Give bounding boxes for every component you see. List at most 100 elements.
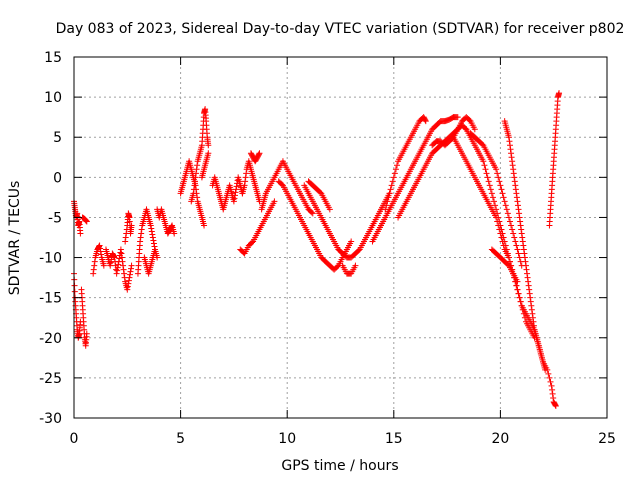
data-point: [499, 230, 506, 237]
data-point: [91, 258, 98, 265]
data-point: [509, 162, 516, 169]
data-point: [193, 170, 200, 177]
data-point: [111, 254, 118, 261]
data-point: [525, 278, 532, 285]
y-tick-label: 5: [53, 130, 62, 146]
data-point: [243, 170, 250, 177]
data-point: [422, 118, 429, 125]
axis-ticks: 0 5 10 15 20 25 -30 -25 -20 -15 -10 -5 0 5 10 15: [39, 50, 616, 447]
data-point: [481, 162, 488, 169]
data-point: [255, 151, 262, 158]
data-point: [308, 209, 315, 216]
data-point: [510, 170, 517, 177]
data-point: [278, 181, 285, 188]
data-point: [138, 230, 145, 237]
data-point: [501, 198, 508, 205]
data-point: [115, 261, 122, 268]
data-point: [385, 194, 392, 201]
data-point: [509, 226, 516, 233]
data-point: [118, 250, 125, 257]
data-point: [334, 263, 341, 270]
data-point: [489, 194, 496, 201]
data-point: [505, 254, 512, 261]
data-point: [387, 186, 394, 193]
data-point: [391, 170, 398, 177]
data-point: [386, 190, 393, 197]
data-point: [107, 259, 114, 266]
data-point: [108, 256, 115, 263]
x-tick-label: 15: [385, 431, 403, 447]
data-point: [528, 302, 535, 309]
data-point: [326, 206, 333, 213]
data-point: [524, 274, 531, 281]
data-point: [525, 282, 532, 289]
data-point: [550, 394, 557, 401]
data-point: [388, 182, 395, 189]
data-point: [527, 298, 534, 305]
data-point: [191, 178, 198, 185]
data-point: [522, 258, 529, 265]
data-point: [505, 214, 512, 221]
data-point: [137, 234, 144, 241]
data-point: [462, 125, 469, 132]
data-point: [355, 247, 362, 254]
x-tick-label: 10: [278, 431, 296, 447]
data-point: [514, 202, 521, 209]
data-point: [485, 178, 492, 185]
data-point: [98, 251, 105, 258]
data-point: [256, 150, 263, 157]
data-point: [480, 158, 487, 165]
data-point: [512, 182, 519, 189]
data-point: [516, 294, 523, 301]
data-point: [495, 174, 502, 181]
data-point: [508, 150, 515, 157]
data-point: [549, 390, 556, 397]
data-point: [201, 222, 208, 229]
data-point: [383, 202, 390, 209]
data-point: [90, 270, 97, 277]
data-point: [499, 190, 506, 197]
y-tick-label: 15: [44, 50, 62, 66]
data-point: [71, 288, 78, 295]
data-point: [546, 374, 553, 381]
data-point: [242, 178, 249, 185]
data-point: [126, 271, 133, 278]
data-point: [510, 230, 517, 237]
data-point: [150, 240, 157, 247]
data-point: [519, 234, 526, 241]
data-point: [422, 117, 429, 124]
data-point: [125, 277, 132, 284]
data-point: [482, 166, 489, 173]
data-point: [77, 230, 84, 237]
data-point: [530, 322, 537, 329]
data-point: [193, 166, 200, 173]
data-point: [529, 314, 536, 321]
data-point: [503, 206, 510, 213]
data-point: [552, 401, 559, 408]
data-point: [121, 270, 128, 277]
data-point: [233, 183, 240, 190]
data-point: [384, 198, 391, 205]
data-point: [120, 262, 127, 269]
data-point: [527, 294, 534, 301]
data-point: [168, 223, 175, 230]
data-point: [494, 170, 501, 177]
data-point: [513, 194, 520, 201]
data-point: [518, 230, 525, 237]
data-point: [249, 239, 256, 246]
data-point: [506, 218, 513, 225]
data-point: [484, 174, 491, 181]
data-point: [529, 310, 536, 317]
data-point: [521, 254, 528, 261]
data-point: [498, 226, 505, 233]
data-point: [190, 186, 197, 193]
data-point: [83, 217, 90, 224]
data-point: [122, 238, 129, 245]
data-point: [120, 266, 127, 273]
data-point: [117, 246, 124, 253]
data-point: [149, 231, 156, 238]
chart-title: Day 083 of 2023, Sidereal Day-to-day VTE…: [56, 21, 625, 37]
data-point: [501, 238, 508, 245]
data-point: [97, 248, 104, 255]
data-point: [271, 198, 278, 205]
